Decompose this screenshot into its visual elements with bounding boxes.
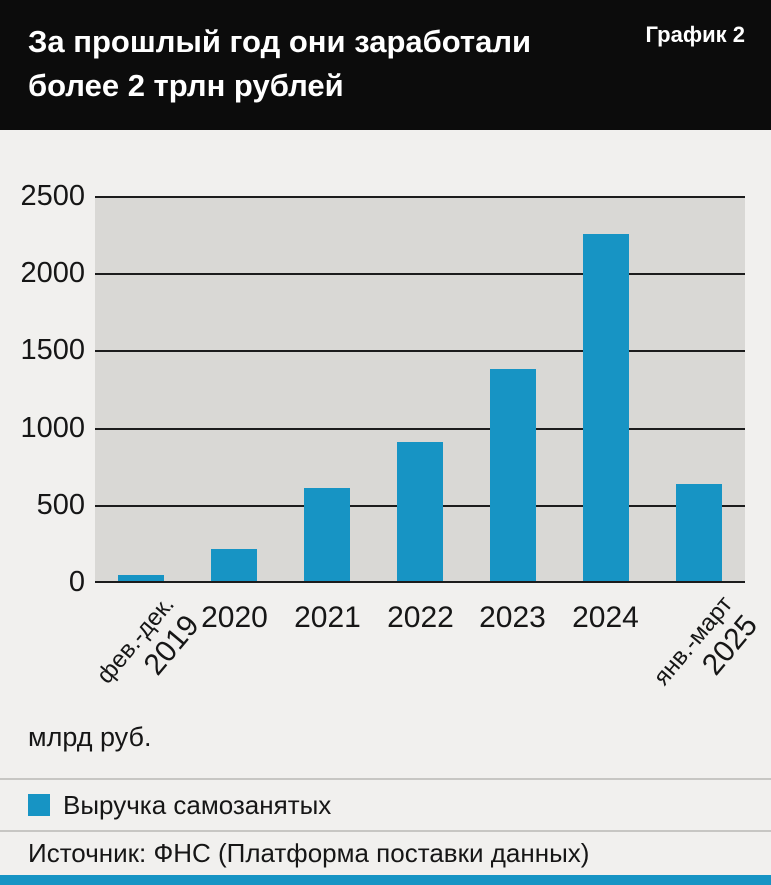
x-tick-label: янв.-март 2025 (648, 591, 764, 691)
bar (304, 488, 350, 581)
source-line: Источник: ФНС (Платформа поставки данных… (28, 838, 590, 868)
x-tick-label: 2024 (572, 601, 639, 634)
bar-chart: 0 500 1000 1500 2000 2500 фев.-дек. 2019 2020 20… (0, 130, 771, 778)
x-tick-label: 2022 (387, 601, 454, 634)
page-title: За прошлый год они заработали более 2 тр… (28, 20, 745, 108)
y-tick-label: 0 (68, 566, 85, 598)
y-tick-label: 500 (36, 489, 85, 521)
divider-top (0, 778, 771, 780)
unit-label: млрд руб. (28, 722, 152, 752)
bottom-accent-strip (0, 875, 771, 885)
plot-area (95, 196, 745, 583)
header: За прошлый год они заработали более 2 тр… (0, 0, 771, 130)
x-tick-label: 2023 (479, 601, 546, 634)
legend-swatch (28, 794, 50, 816)
x-tick-label: 2020 (201, 601, 268, 634)
bar (118, 575, 164, 581)
gridline (95, 428, 745, 430)
bar (676, 484, 722, 581)
chart-number-label: График 2 (645, 22, 745, 47)
legend: Выручка самозанятых (0, 780, 771, 830)
y-axis: 0 500 1000 1500 2000 2500 (0, 180, 85, 598)
y-tick-label: 1500 (20, 334, 85, 366)
x-tick-label: 2021 (294, 601, 361, 634)
bar (397, 442, 443, 581)
y-tick-label: 2500 (20, 180, 85, 212)
bar (583, 234, 629, 581)
bar (490, 369, 536, 581)
x-axis: фев.-дек. 2019 2020 2021 2022 2023 2024 янв.-ма… (91, 583, 763, 773)
divider-bottom (0, 830, 771, 832)
gridline (95, 350, 745, 352)
bar (211, 549, 257, 581)
title-line-2: более 2 трлн рублей (28, 68, 344, 104)
gridline (95, 196, 745, 198)
gridline (95, 581, 745, 583)
title-line-1: За прошлый год они заработали (28, 24, 532, 59)
y-tick-label: 1000 (20, 412, 85, 444)
y-tick-label: 2000 (20, 257, 85, 289)
gridline (95, 273, 745, 275)
legend-label: Выручка самозанятых (63, 789, 332, 820)
